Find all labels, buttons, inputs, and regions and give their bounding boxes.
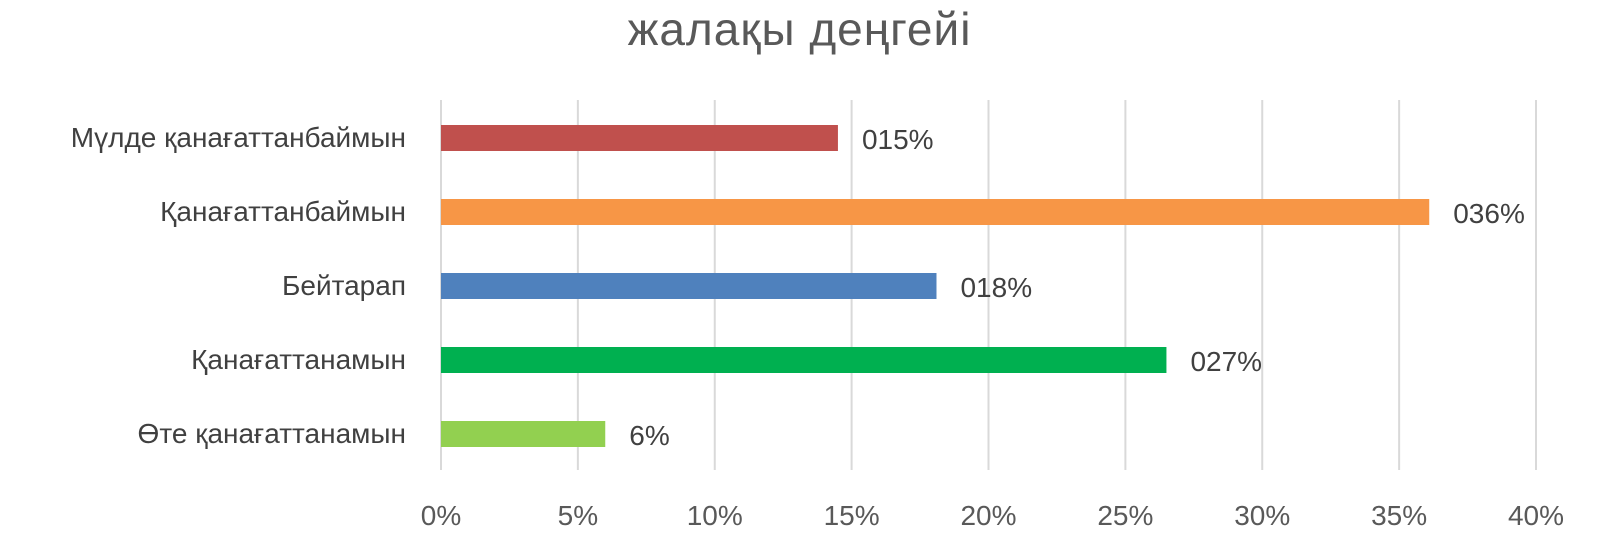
data-label: 018% (960, 272, 1033, 303)
category-label: Қанағаттанбаймын (160, 196, 406, 227)
x-tick-label: 30% (1234, 500, 1291, 531)
bars (441, 125, 1430, 447)
category-label: Бейтарап (282, 270, 406, 301)
category-label: Өте қанағаттанамын (137, 418, 406, 449)
data-label: 027% (1190, 346, 1263, 377)
bar (441, 199, 1430, 225)
bar (441, 421, 606, 447)
x-tick-label: 40% (1507, 500, 1565, 531)
chart-title: жалақы деңгейі (627, 3, 972, 55)
category-label: Қанағаттанамын (191, 344, 406, 375)
data-label: 036% (1453, 198, 1525, 229)
x-tick-label: 20% (960, 500, 1017, 531)
x-tick-label: 0% (420, 500, 462, 531)
x-tick-label: 15% (823, 500, 880, 531)
x-tick-label: 10% (686, 500, 743, 531)
x-tick-label: 5% (557, 500, 599, 531)
data-label: 015% (861, 124, 934, 155)
x-tick-label: 35% (1371, 500, 1428, 531)
bar (441, 125, 838, 151)
data-label: 6% (629, 420, 670, 451)
x-tick-label: 25% (1097, 500, 1154, 531)
bar (441, 273, 937, 299)
bar (441, 347, 1167, 373)
category-label: Мүлде қанағаттанбаймын (70, 122, 406, 153)
